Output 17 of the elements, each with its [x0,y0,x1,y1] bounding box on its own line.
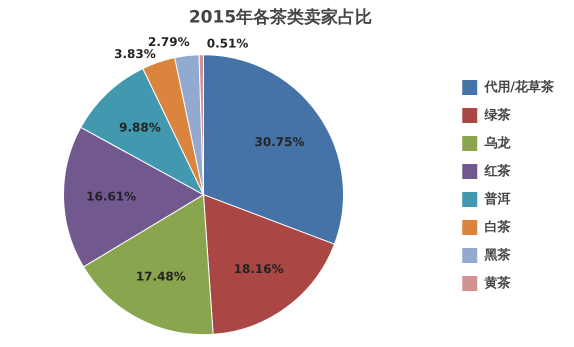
legend-label: 乌龙 [484,134,510,152]
legend-label: 红茶 [484,162,510,180]
legend-label: 代用/花草茶 [484,78,554,96]
legend-label: 黑茶 [484,246,510,264]
data-label: 0.51% [206,36,248,51]
data-label: 3.83% [114,47,156,62]
legend-label: 绿茶 [484,106,510,124]
data-label: 16.61% [86,190,136,204]
data-label: 30.75% [254,135,304,150]
data-label: 2.79% [148,34,190,49]
data-label: 17.48% [136,270,186,284]
data-label: 9.88% [119,120,161,135]
legend-label: 普洱 [484,190,510,208]
legend-label: 黄茶 [484,274,510,292]
chart-title: 2015年各茶类卖家占比 [188,8,372,28]
data-label: 18.16% [234,262,284,276]
legend-label: 白茶 [484,218,510,236]
